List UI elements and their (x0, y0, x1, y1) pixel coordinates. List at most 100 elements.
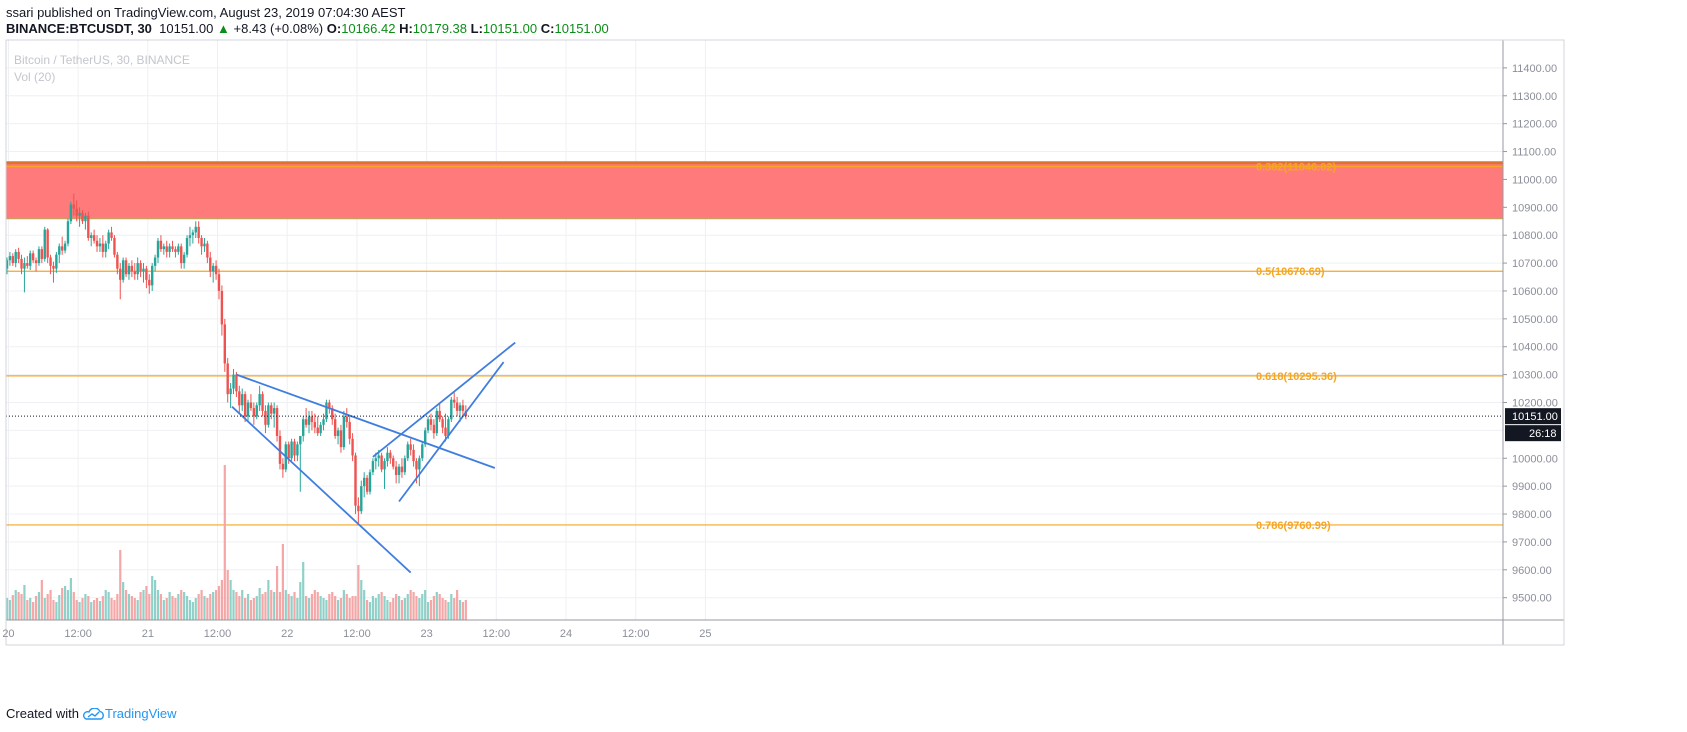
volume-bar (93, 600, 96, 620)
candle-body (275, 408, 279, 436)
trendline-rising-wedge-lower (398, 361, 505, 503)
volume-bar (37, 592, 41, 620)
candle-body (377, 455, 380, 459)
author-name[interactable]: ssari (6, 5, 34, 20)
candle-body (90, 235, 93, 238)
volume-bar (165, 598, 168, 620)
volume-bar (424, 590, 427, 620)
volume-bar (32, 602, 35, 620)
volume-bar (43, 598, 46, 620)
symbol-label: BINANCE:BTCUSDT, 30 (6, 21, 152, 36)
volume-bar (273, 592, 276, 620)
fib-label: 0.786(9760.99) (1256, 520, 1331, 532)
volume-bar (261, 594, 264, 620)
candle-body (438, 410, 441, 420)
candle-body (8, 256, 12, 261)
volume-bar (406, 594, 409, 620)
volume-bar (168, 592, 171, 620)
volume-bar (377, 594, 380, 620)
volume-bar (46, 594, 49, 620)
volume-bar (61, 588, 64, 620)
candle-body (333, 419, 337, 436)
volume-bar (214, 590, 218, 620)
volume-bar (450, 594, 453, 620)
volume-bar (104, 590, 107, 620)
volume-bar (81, 598, 84, 620)
candle-body (426, 419, 430, 431)
candle-body (435, 410, 438, 434)
candle-body (397, 466, 401, 475)
volume-bar (124, 590, 128, 620)
candle-body (110, 232, 113, 238)
candle-body (394, 466, 398, 475)
candle-body (214, 265, 218, 275)
volume-bar (380, 592, 383, 620)
candle-body (432, 424, 436, 434)
candle-body (17, 251, 20, 259)
created-with-text: Created with (6, 706, 79, 721)
low-value: 10151.00 (482, 21, 538, 36)
volume-bar (435, 592, 438, 620)
candle-body (165, 246, 168, 252)
volume-bar (156, 590, 160, 620)
volume-bar (238, 596, 241, 620)
y-tick-label: 11300.00 (1512, 91, 1557, 103)
candle-body (121, 260, 125, 280)
candle-body (72, 204, 75, 209)
candle-body (174, 249, 177, 252)
volume-bar (299, 582, 302, 620)
volume-bar (418, 598, 421, 620)
x-tick-label: 20 (2, 628, 14, 640)
volume-bar (142, 590, 145, 620)
candle-body (37, 249, 41, 264)
volume-bar (432, 596, 435, 620)
volume-bar (133, 598, 136, 620)
volume-bar (72, 592, 75, 620)
trendlines[interactable] (231, 341, 516, 574)
y-tick-label: 10700.00 (1512, 258, 1558, 270)
candle-body (249, 402, 253, 409)
candle-body (217, 274, 221, 291)
volume-bar (87, 596, 90, 620)
volume-bar (183, 592, 186, 620)
volume-bar (23, 585, 26, 620)
candle-body (354, 455, 357, 506)
volume-bar (392, 598, 395, 620)
candle-body (200, 237, 203, 247)
x-tick-label: 12:00 (622, 628, 650, 640)
volume-bar (223, 465, 226, 620)
candle-body (191, 232, 195, 236)
volume-bar (441, 598, 444, 620)
tradingview-logo[interactable]: TradingView (82, 706, 177, 721)
y-tick-label: 11000.00 (1512, 174, 1557, 186)
volume-bar (461, 602, 465, 620)
volume-bar (287, 594, 290, 620)
y-tick-label: 10500.00 (1512, 314, 1558, 326)
candle-body (168, 246, 171, 252)
volume-bar (171, 596, 174, 620)
volume-bar (325, 600, 328, 620)
candle-body (348, 422, 351, 439)
candle-body (151, 265, 154, 286)
volume-bar (383, 596, 386, 620)
candle-body (226, 363, 229, 395)
volume-bar (226, 570, 229, 620)
volume-bar (278, 592, 282, 620)
volume-bar (290, 596, 293, 620)
legend-volume: Vol (20) (14, 70, 55, 84)
volume-bar (101, 596, 104, 620)
volume-bar (49, 590, 52, 620)
y-tick-label: 11100.00 (1512, 147, 1556, 159)
x-tick-label: 12:00 (483, 628, 511, 640)
y-tick-label: 10200.00 (1512, 398, 1558, 410)
candle-body (92, 235, 96, 241)
volume-bar (371, 596, 375, 620)
volume-bar (246, 594, 250, 620)
volume-bar (255, 596, 258, 620)
y-tick-label: 11400.00 (1512, 63, 1557, 75)
candle-body (171, 246, 174, 250)
candle-body (136, 263, 139, 275)
volume-bar (395, 594, 398, 620)
volume-bar (130, 596, 133, 620)
